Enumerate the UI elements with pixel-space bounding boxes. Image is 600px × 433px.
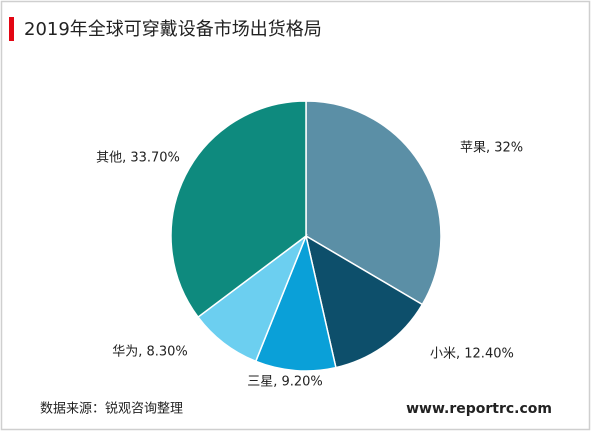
pie-slice bbox=[304, 234, 424, 369]
data-label: 三星, 9.20% bbox=[247, 375, 323, 390]
chart-title: 2019年全球可穿戴设备市场出货格局 bbox=[24, 19, 322, 40]
data-label: 小米, 12.40% bbox=[430, 347, 514, 362]
pie bbox=[170, 100, 442, 372]
data-label: 华为, 8.30% bbox=[112, 345, 188, 360]
pie-slice bbox=[305, 100, 442, 306]
data-label: 苹果, 32% bbox=[460, 141, 523, 156]
website: www.reportrc.com bbox=[406, 401, 552, 417]
pie-slice bbox=[170, 100, 307, 319]
data-label: 其他, 33.70% bbox=[96, 151, 180, 166]
pie-slice bbox=[254, 233, 337, 372]
source-note: 数据来源：锐观咨询整理 bbox=[40, 402, 183, 417]
title-accent bbox=[9, 17, 14, 41]
